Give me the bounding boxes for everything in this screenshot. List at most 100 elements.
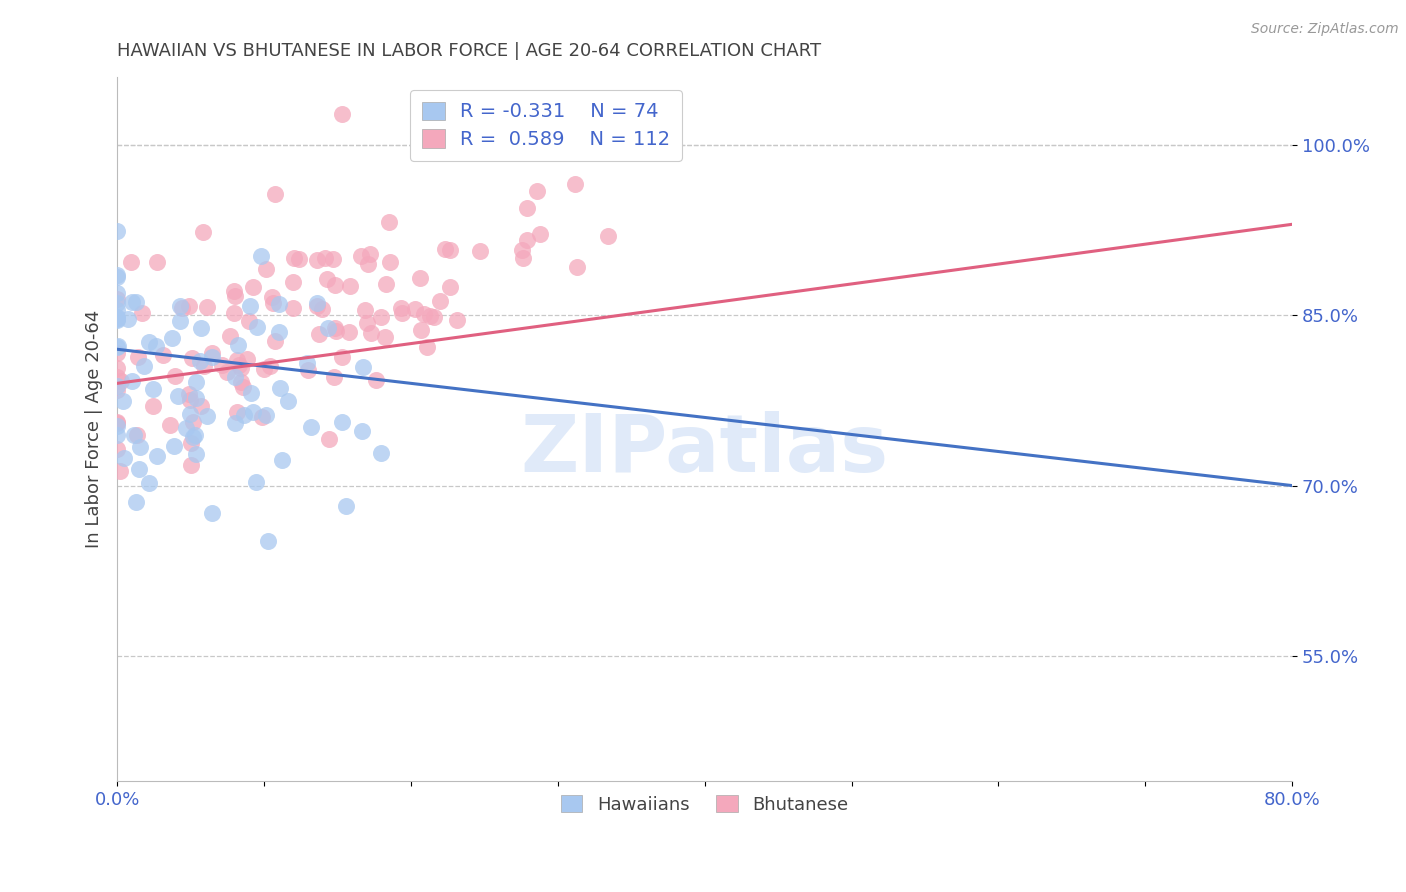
Point (181, 430, 204, 444)
Point (374, 330, 396, 344)
Point (283, 301, 305, 316)
Point (439, 243, 461, 257)
Point (125, 295, 148, 310)
Point (211, 358, 233, 372)
Point (254, 262, 277, 277)
Point (236, 352, 259, 367)
Point (138, 475, 160, 490)
Point (413, 307, 436, 321)
Point (245, 475, 267, 490)
Point (167, 389, 190, 403)
Point (229, 361, 252, 376)
Point (159, 417, 181, 432)
Point (127, 350, 149, 364)
Point (364, 373, 387, 387)
Point (439, 280, 461, 294)
Point (516, 234, 538, 248)
Text: Source: ZipAtlas.com: Source: ZipAtlas.com (1251, 22, 1399, 37)
Point (105, 285, 128, 300)
Point (305, 252, 328, 267)
Point (322, 370, 344, 384)
Point (105, 268, 128, 282)
Point (283, 251, 305, 265)
Point (256, 534, 278, 549)
Point (378, 215, 401, 229)
Point (105, 370, 128, 384)
Point (124, 495, 146, 509)
Point (105, 418, 128, 433)
Text: HAWAIIAN VS BHUTANESE IN LABOR FORCE | AGE 20-64 CORRELATION CHART: HAWAIIAN VS BHUTANESE IN LABOR FORCE | A… (117, 42, 821, 60)
Point (512, 252, 534, 266)
Point (105, 296, 128, 310)
Point (360, 326, 382, 341)
Point (352, 360, 374, 375)
Legend: Hawaiians, Bhutanese: Hawaiians, Bhutanese (550, 784, 859, 825)
Point (232, 380, 254, 394)
Point (132, 359, 155, 373)
Point (335, 499, 357, 513)
Point (325, 324, 347, 338)
Point (224, 417, 246, 431)
Point (259, 359, 281, 374)
Point (239, 299, 262, 313)
Point (181, 416, 204, 430)
Point (169, 313, 191, 327)
Point (250, 410, 273, 425)
Point (127, 428, 149, 442)
Point (105, 361, 128, 376)
Point (105, 416, 128, 430)
Point (107, 378, 129, 392)
Point (105, 313, 128, 327)
Point (105, 310, 128, 325)
Point (222, 306, 245, 320)
Point (242, 405, 264, 419)
Point (370, 310, 392, 324)
Point (128, 461, 150, 475)
Point (238, 314, 260, 328)
Point (176, 421, 198, 435)
Point (389, 301, 412, 315)
Point (105, 383, 128, 397)
Point (307, 299, 329, 313)
Point (112, 451, 135, 466)
Point (215, 365, 238, 379)
Point (263, 334, 285, 349)
Point (297, 363, 319, 377)
Point (311, 302, 333, 317)
Point (105, 302, 128, 317)
Point (165, 369, 187, 384)
Point (131, 306, 153, 320)
Point (179, 387, 201, 401)
Point (224, 370, 246, 384)
Point (105, 346, 128, 360)
Point (339, 278, 361, 293)
Point (271, 453, 294, 467)
Point (269, 381, 291, 395)
Point (117, 312, 139, 326)
Point (222, 285, 245, 299)
Point (177, 299, 200, 313)
Point (316, 321, 339, 335)
Point (184, 428, 207, 442)
Point (195, 409, 218, 423)
Point (179, 407, 201, 421)
Point (193, 359, 215, 373)
Point (201, 346, 224, 360)
Point (105, 415, 128, 429)
Point (316, 272, 339, 286)
Point (186, 391, 208, 405)
Point (354, 303, 377, 318)
Point (105, 224, 128, 238)
Point (598, 229, 620, 244)
Point (146, 255, 169, 269)
Point (184, 375, 207, 389)
Point (142, 399, 165, 413)
Point (419, 310, 441, 324)
Point (121, 294, 143, 309)
Point (267, 325, 290, 339)
Point (322, 252, 344, 267)
Point (138, 334, 160, 349)
Point (283, 275, 305, 289)
Text: ZIPatlas: ZIPatlas (520, 411, 889, 489)
Point (409, 271, 432, 285)
